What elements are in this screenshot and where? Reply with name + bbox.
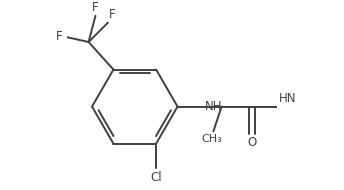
Text: NH: NH <box>205 100 223 113</box>
Text: F: F <box>109 8 116 21</box>
Text: HN: HN <box>279 92 297 105</box>
Text: F: F <box>92 1 99 14</box>
Text: O: O <box>247 136 257 149</box>
Text: Cl: Cl <box>150 171 162 184</box>
Text: CH₃: CH₃ <box>202 134 222 144</box>
Text: F: F <box>56 30 62 43</box>
